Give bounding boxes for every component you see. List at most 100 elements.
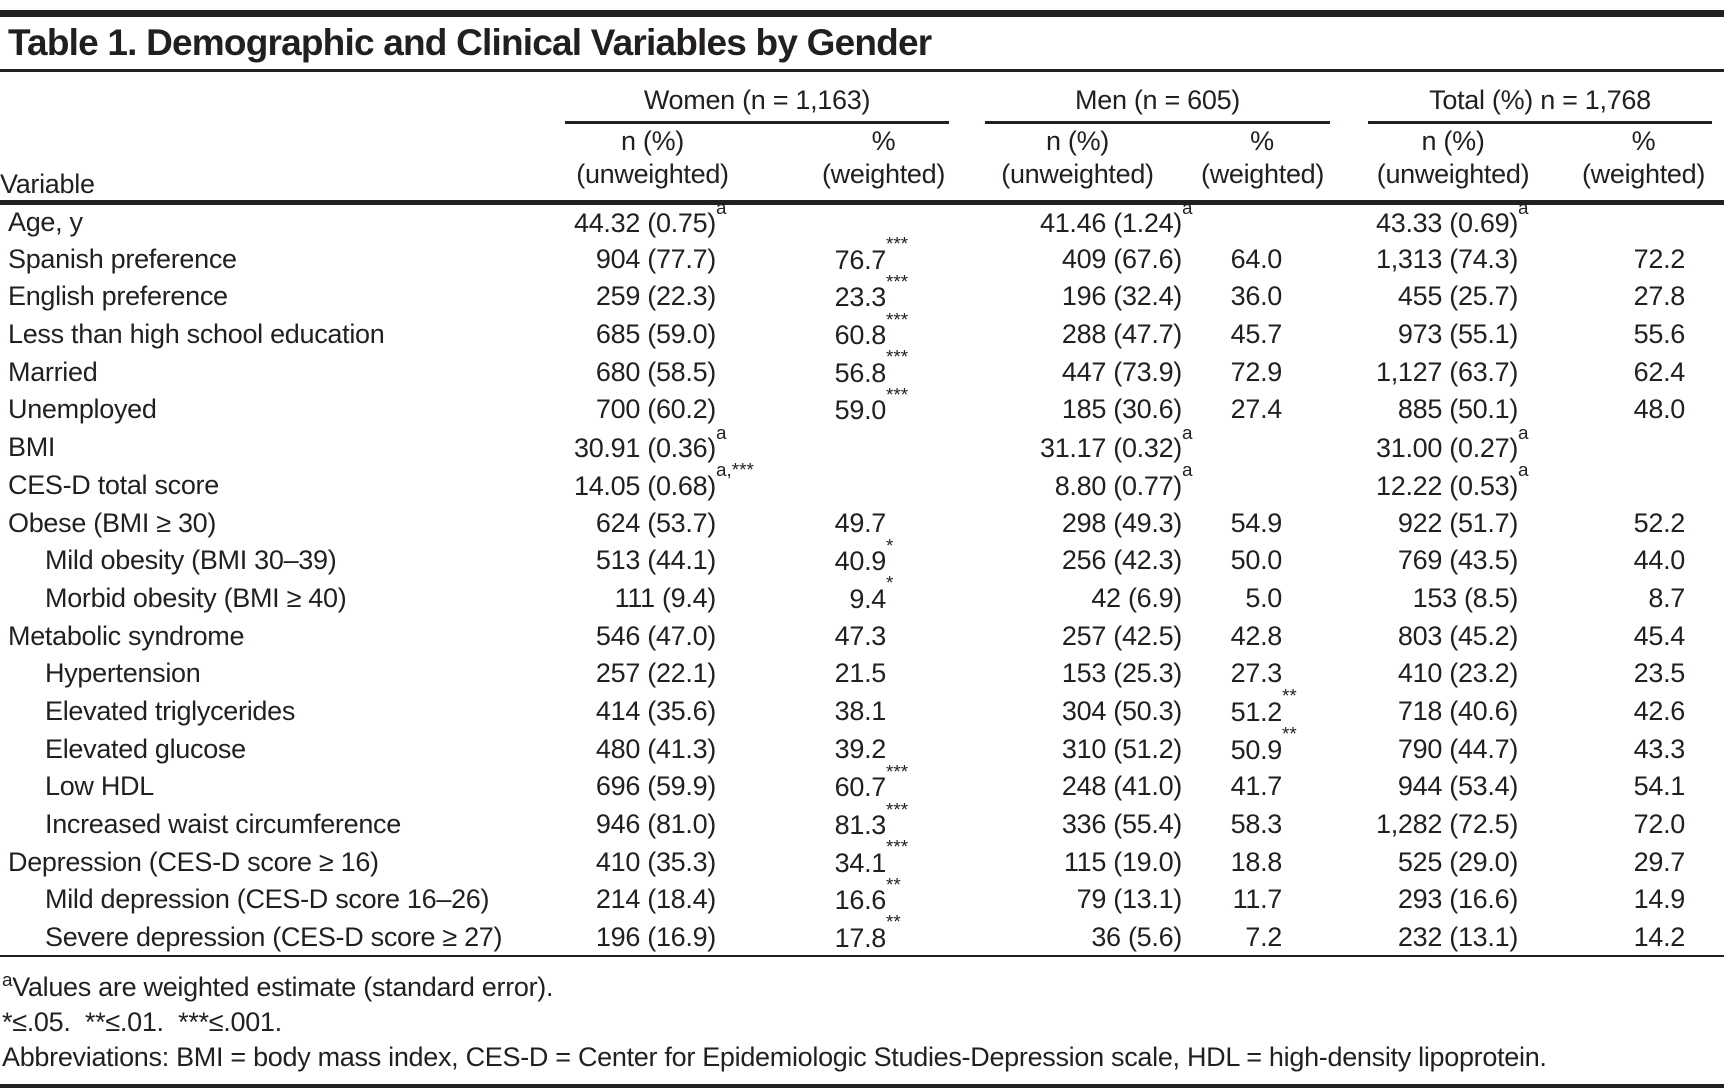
cell-value: 72.0	[1633, 809, 1686, 840]
cell-value: 17.8	[834, 922, 887, 953]
value-cell: 153 (25.3)	[955, 655, 1200, 693]
value-cell: 23.3***	[834, 271, 909, 313]
men-pct-header: % (weighted)	[1200, 124, 1345, 203]
cell-value: 885 (50.1)	[1397, 394, 1519, 425]
value-cell: 50.9**	[1230, 724, 1297, 765]
value-cell: 1,313 (74.3)	[1345, 240, 1550, 278]
cell-value: 16.6	[834, 885, 887, 916]
value-cell: 62.4	[1550, 353, 1724, 391]
unweighted-label: (unweighted)	[1376, 159, 1530, 190]
table-row: Morbid obesity (BMI ≥ 40) 111 (9.4) 9.4* 42…	[0, 573, 1724, 618]
value-cell: 41.7	[1200, 768, 1345, 806]
cell-value: 973 (55.1)	[1397, 319, 1519, 350]
cell-value: 48.0	[1633, 394, 1686, 425]
value-cell: 409 (67.6)	[955, 240, 1200, 278]
value-cell: 1,282 (72.5)	[1345, 806, 1550, 844]
value-cell: 72.9	[1200, 353, 1345, 391]
cell-value: 9.4	[849, 583, 886, 614]
n-pct-label: n (%)	[620, 125, 684, 156]
bottom-rule	[0, 1084, 1724, 1089]
value-cell: 31.17 (0.32)a	[1040, 422, 1193, 464]
table-row: CES-D total score 14.05 (0.68)a,*** 8.80 (…	[0, 460, 1724, 505]
cell-value: 50.9	[1230, 734, 1283, 765]
value-cell: 56.8***	[834, 347, 909, 388]
value-cell: 50.0	[1200, 542, 1345, 580]
value-cell: 700 (60.2)	[540, 391, 765, 429]
cell-value: 525 (29.0)	[1397, 846, 1519, 877]
value-cell: 27.3	[1200, 655, 1345, 693]
group-header-total: Total (%) n = 1,768	[1345, 72, 1724, 124]
value-cell: 525 (29.0)	[1345, 843, 1550, 881]
cell-value: 31.17 (0.32)	[1040, 433, 1182, 464]
cell-value: 257 (22.1)	[595, 658, 716, 689]
cell-value: 455 (25.7)	[1397, 281, 1519, 312]
cell-value: 624 (53.7)	[595, 507, 716, 538]
cell-value: 232 (13.1)	[1397, 921, 1519, 952]
value-cell: 410 (23.2)	[1345, 655, 1550, 693]
row-label: Low HDL	[45, 771, 154, 802]
value-cell: 72.0	[1550, 806, 1724, 844]
row-label: CES-D total score	[8, 469, 219, 500]
value-cell: 259 (22.3)	[540, 278, 765, 316]
value-cell: 44.0	[1550, 542, 1724, 580]
value-cell: 60.7***	[834, 761, 909, 803]
men-spanner: Men (n = 605)	[985, 85, 1331, 124]
total-pct-header: % (weighted)	[1550, 124, 1724, 203]
n-pct-label: n (%)	[1045, 125, 1109, 156]
cell-value: 769 (43.5)	[1397, 545, 1519, 576]
value-cell: 45.7	[1200, 316, 1345, 354]
value-cell: 944 (53.4)	[1345, 768, 1550, 806]
row-label: Mild depression (CES-D score 16–26)	[45, 884, 490, 915]
cell-value: 257 (42.5)	[1061, 620, 1182, 651]
value-cell: 885 (50.1)	[1345, 391, 1550, 429]
cell-value: 700 (60.2)	[595, 394, 716, 425]
cell-value: 546 (47.0)	[595, 620, 716, 651]
row-label: Obese (BMI ≥ 30)	[8, 507, 217, 538]
value-cell: 11.7	[1200, 881, 1345, 919]
weighted-label: (weighted)	[1201, 159, 1325, 190]
cell-value: 8.80 (0.77)	[1054, 470, 1183, 501]
value-cell: 336 (55.4)	[955, 806, 1200, 844]
cell-value: 64.0	[1230, 243, 1283, 274]
cell-value: 45.4	[1633, 620, 1686, 651]
value-cell: 248 (41.0)	[955, 768, 1200, 806]
cell-value: 410 (35.3)	[595, 846, 716, 877]
value-cell: 310 (51.2)	[955, 730, 1200, 768]
value-cell: 48.0	[1550, 391, 1724, 429]
cell-value: 21.5	[834, 658, 887, 689]
pct-label: %	[871, 125, 896, 156]
cell-value: 1,127 (63.7)	[1376, 356, 1519, 387]
cell-value: 790 (44.7)	[1397, 733, 1519, 764]
value-cell: 27.4	[1200, 391, 1345, 429]
value-cell: 42.8	[1200, 617, 1345, 655]
group-header-men: Men (n = 605)	[955, 72, 1345, 124]
cell-value: 680 (58.5)	[595, 356, 716, 387]
value-cell	[1550, 429, 1724, 467]
cell-value: 14.9	[1633, 884, 1686, 915]
cell-value: 47.3	[834, 620, 887, 651]
cell-value: 43.33 (0.69)	[1376, 208, 1519, 239]
table-row: Spanish preference 904 (77.7) 76.7*** 409 (…	[0, 234, 1724, 278]
value-cell: 14.05 (0.68)a,***	[574, 460, 754, 501]
pct-label: %	[1250, 125, 1274, 156]
value-cell: 45.4	[1550, 617, 1724, 655]
value-cell: 196 (16.9)	[540, 919, 765, 957]
table-row: BMI 30.91 (0.36)a 31.17 (0.32)a 31.00 (0.27…	[0, 422, 1724, 467]
table-row: Elevated glucose 480 (41.3) 39.2 310 (51.2)…	[0, 724, 1724, 768]
value-cell: 946 (81.0)	[540, 806, 765, 844]
value-cell: 288 (47.7)	[955, 316, 1200, 354]
row-label: Severe depression (CES-D score ≥ 27)	[45, 921, 503, 952]
n-pct-label: n (%)	[1421, 125, 1485, 156]
value-cell: 36 (5.6)	[955, 919, 1200, 957]
cell-value: 1,313 (74.3)	[1376, 243, 1519, 274]
row-label: Metabolic syndrome	[8, 620, 245, 651]
value-cell: 58.3	[1200, 806, 1345, 844]
value-cell: 111 (9.4)	[540, 580, 765, 618]
cell-value: 54.1	[1633, 771, 1686, 802]
value-cell: 54.9	[1200, 504, 1345, 542]
value-cell: 546 (47.0)	[540, 617, 765, 655]
value-cell: 31.00 (0.27)a	[1376, 422, 1529, 464]
value-cell: 685 (59.0)	[540, 316, 765, 354]
value-cell: 480 (41.3)	[540, 730, 765, 768]
